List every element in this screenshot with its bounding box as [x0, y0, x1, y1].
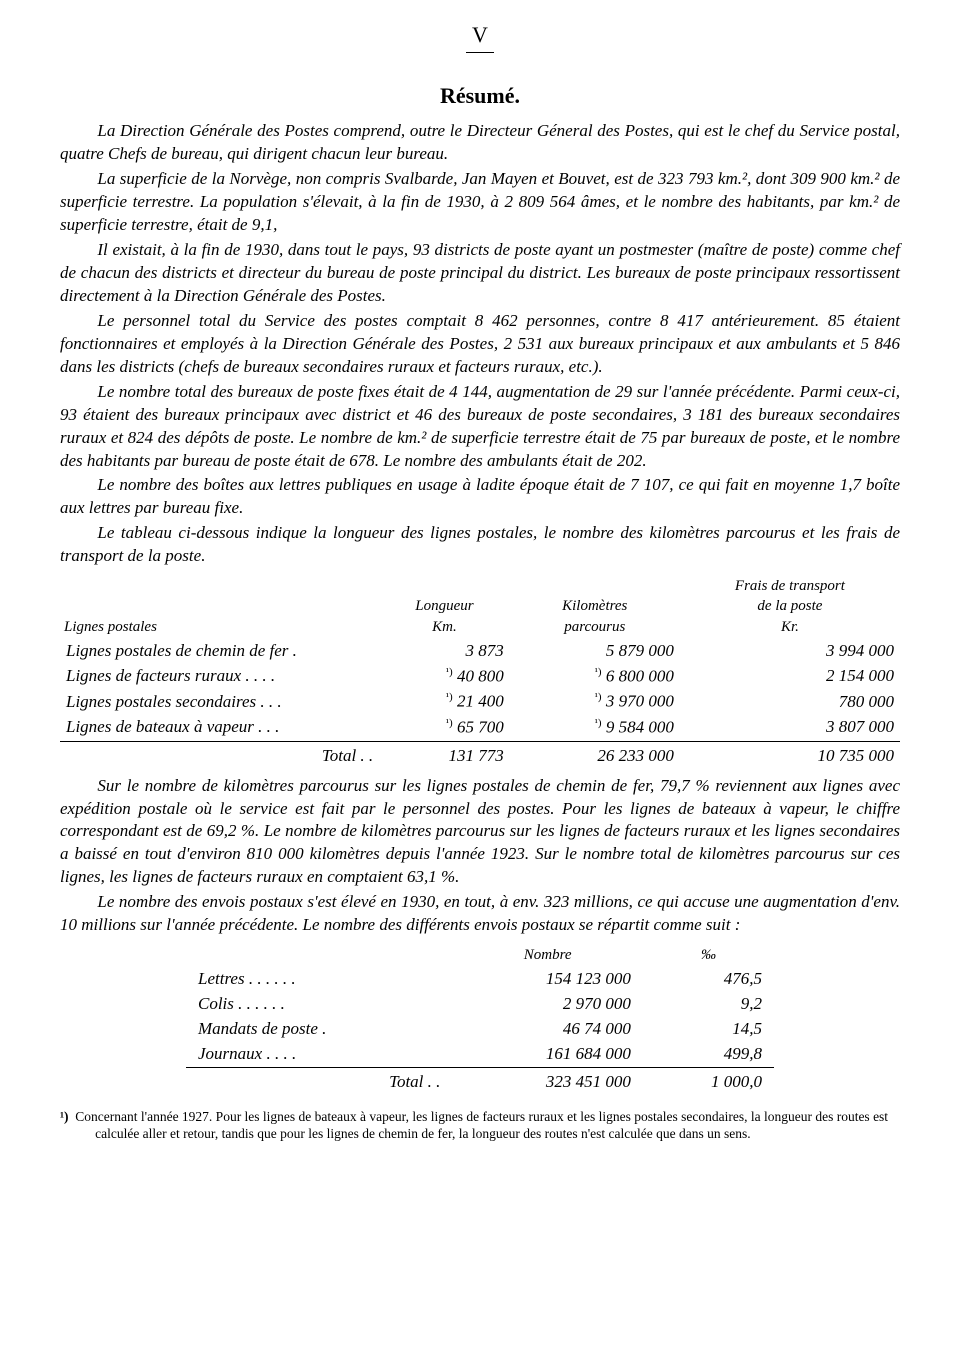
- t2-header-blank: [186, 943, 452, 967]
- t1-label: Lignes postales de chemin de fer .: [60, 639, 379, 664]
- t2-label: Journaux . . . .: [186, 1042, 452, 1067]
- t1-total-longueur: 131 773: [379, 741, 510, 768]
- t2-pm: 476,5: [643, 967, 774, 992]
- t1-h4b: de la poste: [757, 598, 822, 614]
- t1-label: Lignes de bateaux à vapeur . . .: [60, 715, 379, 741]
- t2-label: Colis . . . . . .: [186, 992, 452, 1017]
- paragraph-4: Le personnel total du Service des postes…: [60, 310, 900, 379]
- t1-longueur: ¹) 65 700: [379, 715, 510, 741]
- t1-header-longueur: Longueur Km.: [379, 574, 510, 639]
- postal-lines-table: Lignes postales Longueur Km. Kilomètres …: [60, 574, 900, 768]
- t2-nombre: 161 684 000: [452, 1042, 643, 1067]
- t2-pm: 14,5: [643, 1017, 774, 1042]
- page-title: Résumé.: [60, 81, 900, 111]
- paragraph-8: Sur le nombre de kilomètres parcourus su…: [60, 775, 900, 890]
- t1-km: 5 879 000: [510, 639, 680, 664]
- table-row: Journaux . . . .161 684 000499,8: [186, 1042, 774, 1067]
- t1-h2a: Longueur: [415, 598, 473, 614]
- t2-pm: 499,8: [643, 1042, 774, 1067]
- paragraph-3: Il existait, à la fin de 1930, dans tout…: [60, 239, 900, 308]
- t1-h3b: parcourus: [564, 619, 625, 635]
- table-row: Lignes de bateaux à vapeur . . .¹) 65 70…: [60, 715, 900, 741]
- t1-total-label: Total . .: [60, 741, 379, 768]
- t1-frais: 780 000: [680, 689, 900, 715]
- table-row: Lettres . . . . . .154 123 000476,5: [186, 967, 774, 992]
- paragraph-1: La Direction Générale des Postes compren…: [60, 120, 900, 166]
- t2-total-pm: 1 000,0: [643, 1068, 774, 1095]
- t1-frais: 3 807 000: [680, 715, 900, 741]
- paragraph-2: La superficie de la Norvège, non compris…: [60, 168, 900, 237]
- table-row: Lignes de facteurs ruraux . . . .¹) 40 8…: [60, 664, 900, 690]
- page-number: V: [466, 20, 494, 53]
- postal-items-table: Nombre ‰ Lettres . . . . . .154 123 0004…: [186, 943, 774, 1095]
- footnote: ¹) Concernant l'année 1927. Pour les lig…: [60, 1109, 900, 1143]
- t1-header-km: Kilomètres parcourus: [510, 574, 680, 639]
- footnote-mark: ¹): [60, 1109, 69, 1124]
- t1-header-lines: Lignes postales: [60, 574, 379, 639]
- t2-nombre: 154 123 000: [452, 967, 643, 992]
- table-row: Lignes postales de chemin de fer .3 8735…: [60, 639, 900, 664]
- t1-longueur: ¹) 21 400: [379, 689, 510, 715]
- paragraph-5: Le nombre total des bureaux de poste fix…: [60, 381, 900, 473]
- t1-total-km: 26 233 000: [510, 741, 680, 768]
- t2-total-nombre: 323 451 000: [452, 1068, 643, 1095]
- paragraph-7: Le tableau ci-dessous indique la longueu…: [60, 522, 900, 568]
- t1-label: Lignes postales secondaires . . .: [60, 689, 379, 715]
- t2-nombre: 2 970 000: [452, 992, 643, 1017]
- t2-total-label: Total . .: [186, 1068, 452, 1095]
- t1-total-frais: 10 735 000: [680, 741, 900, 768]
- t1-h4c: Kr.: [781, 619, 799, 635]
- table-row: Lignes postales secondaires . . .¹) 21 4…: [60, 689, 900, 715]
- t1-longueur: ¹) 40 800: [379, 664, 510, 690]
- t2-label: Lettres . . . . . .: [186, 967, 452, 992]
- t2-header-permille: ‰: [643, 943, 774, 967]
- footnote-text: Concernant l'année 1927. Pour les lignes…: [75, 1109, 888, 1141]
- t1-km: ¹) 6 800 000: [510, 664, 680, 690]
- t1-h3a: Kilomètres: [562, 598, 627, 614]
- table-row: Mandats de poste .46 74 00014,5: [186, 1017, 774, 1042]
- table-row: Colis . . . . . .2 970 0009,2: [186, 992, 774, 1017]
- table-total-row: Total . .131 77326 233 00010 735 000: [60, 741, 900, 768]
- t2-header-nombre: Nombre: [452, 943, 643, 967]
- t1-h2b: Km.: [432, 619, 457, 635]
- t1-frais: 3 994 000: [680, 639, 900, 664]
- t1-label: Lignes de facteurs ruraux . . . .: [60, 664, 379, 690]
- t2-label: Mandats de poste .: [186, 1017, 452, 1042]
- t2-nombre: 46 74 000: [452, 1017, 643, 1042]
- paragraph-6: Le nombre des boîtes aux lettres publiqu…: [60, 474, 900, 520]
- t1-km: ¹) 9 584 000: [510, 715, 680, 741]
- t1-frais: 2 154 000: [680, 664, 900, 690]
- paragraph-9: Le nombre des envois postaux s'est élevé…: [60, 891, 900, 937]
- table-total-row: Total . .323 451 0001 000,0: [186, 1068, 774, 1095]
- t1-header-frais: Frais de transport de la poste Kr.: [680, 574, 900, 639]
- t1-longueur: 3 873: [379, 639, 510, 664]
- t2-pm: 9,2: [643, 992, 774, 1017]
- t1-h4a: Frais de transport: [735, 578, 845, 594]
- t1-km: ¹) 3 970 000: [510, 689, 680, 715]
